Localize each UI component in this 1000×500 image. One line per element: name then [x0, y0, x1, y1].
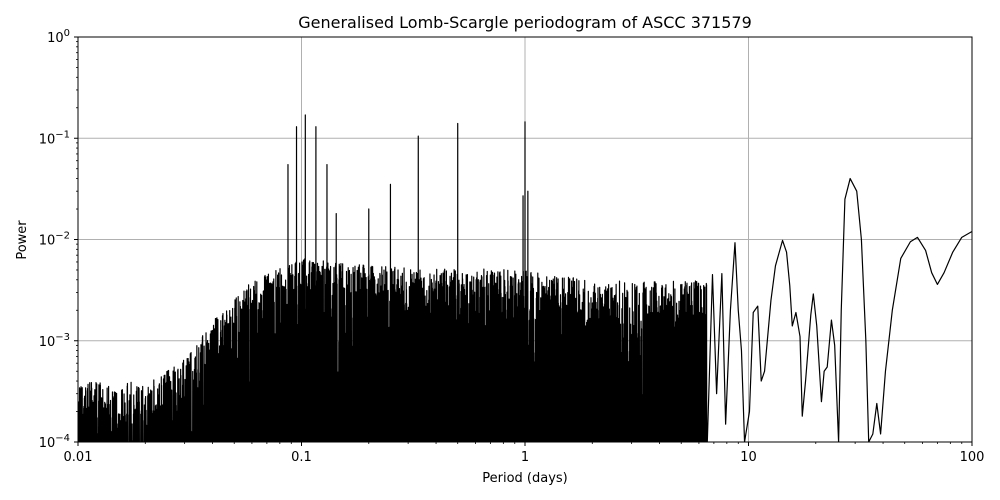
x-tick-label: 0.01 — [64, 450, 93, 465]
power-series-line — [78, 114, 972, 442]
x-axis-ticks: 0.01 0.1 1 10 100 — [64, 442, 985, 465]
y-tick-label: 10−3 — [39, 332, 70, 350]
y-axis-label: Power — [15, 220, 30, 260]
y-axis-ticks: 10−4 10−3 10−2 10−1 100 — [39, 28, 78, 451]
periodogram-line — [78, 114, 972, 442]
x-tick-label: 100 — [960, 450, 985, 465]
y-tick-label: 100 — [47, 28, 70, 46]
y-tick-label: 10−2 — [39, 231, 70, 249]
chart-title: Generalised Lomb-Scargle periodogram of … — [298, 13, 752, 32]
x-axis-label: Period (days) — [482, 471, 568, 486]
x-tick-label: 10 — [740, 450, 757, 465]
x-tick-label: 0.1 — [291, 450, 312, 465]
y-tick-label: 10−1 — [39, 129, 70, 147]
x-tick-label: 1 — [521, 450, 529, 465]
y-tick-label: 10−4 — [39, 433, 70, 451]
